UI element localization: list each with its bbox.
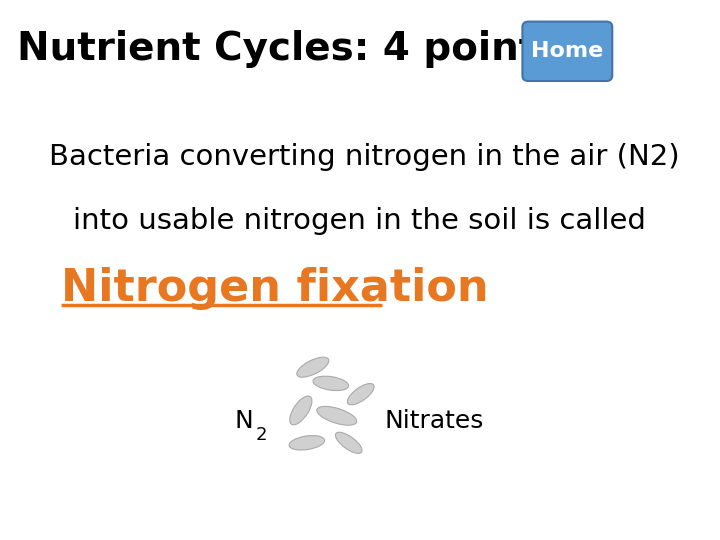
Text: into usable nitrogen in the soil is called: into usable nitrogen in the soil is call… [73, 207, 646, 235]
Ellipse shape [317, 407, 356, 425]
Text: Nitrates: Nitrates [384, 409, 484, 433]
Text: Nutrient Cycles: 4 points: Nutrient Cycles: 4 points [17, 30, 561, 68]
Ellipse shape [289, 396, 312, 425]
Text: Nitrogen fixation: Nitrogen fixation [61, 267, 489, 310]
Ellipse shape [297, 357, 329, 377]
Ellipse shape [313, 376, 348, 390]
Text: N: N [234, 409, 253, 433]
Text: Home: Home [531, 41, 603, 62]
Text: 2: 2 [256, 426, 267, 444]
Ellipse shape [347, 383, 374, 405]
Text: Bacteria converting nitrogen in the air (N2): Bacteria converting nitrogen in the air … [49, 143, 680, 171]
Ellipse shape [289, 436, 325, 450]
Ellipse shape [336, 432, 362, 454]
FancyBboxPatch shape [523, 22, 612, 81]
